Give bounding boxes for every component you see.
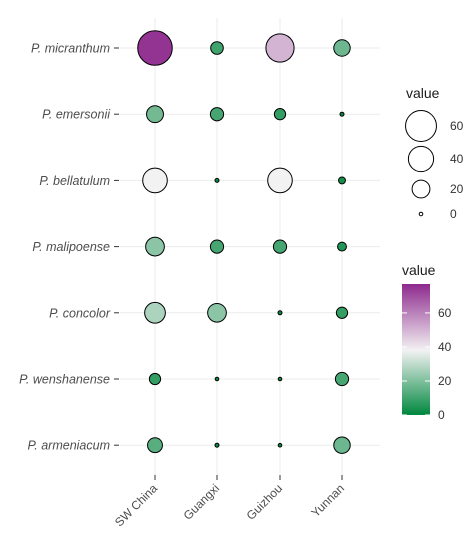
color-legend: value 60 40 20 0 xyxy=(402,262,452,422)
size-legend-label-0: 0 xyxy=(450,207,457,221)
y-axis-labels: P. micranthum P. emersonii P. bellatulum P.… xyxy=(19,42,111,453)
color-legend-label-40: 40 xyxy=(438,340,452,354)
point-p-armeniacum-sw-china xyxy=(147,437,163,454)
size-legend-key-60 xyxy=(405,110,437,142)
point-p-emersonii-yunnan xyxy=(339,111,345,117)
color-bar xyxy=(402,284,430,415)
y-tick-label-p-bellatulum: P. bellatulum xyxy=(39,174,110,188)
point-p-emersonii-guangxi xyxy=(209,107,225,122)
point-p-bellatulum-guangxi xyxy=(214,177,220,183)
size-legend-key-0 xyxy=(418,211,424,217)
size-legend-label-40: 40 xyxy=(450,152,464,166)
point-p-emersonii-guizhou xyxy=(273,108,287,121)
x-tick-label-guizhou: Guizhou xyxy=(244,481,286,523)
point-p-wenshanense-yunnan xyxy=(334,371,350,387)
point-p-malipoense-guizhou xyxy=(272,239,288,254)
point-p-micranthum-guizhou xyxy=(265,33,295,63)
point-p-malipoense-guangxi xyxy=(209,239,225,254)
point-p-concolor-sw-china xyxy=(144,301,166,324)
y-tick-label-p-wenshanense: P. wenshanense xyxy=(19,373,110,387)
point-p-bellatulum-guizhou xyxy=(267,167,293,194)
point-p-micranthum-guangxi xyxy=(210,41,224,55)
point-p-armeniacum-guangxi xyxy=(214,442,220,448)
y-tick-label-p-concolor: P. concolor xyxy=(49,306,111,320)
x-tick-label-sw-china: SW China xyxy=(112,481,160,529)
y-tick-label-p-malipoense: P. malipoense xyxy=(32,240,110,254)
x-tick-label-yunnan: Yunnan xyxy=(308,481,347,520)
point-p-wenshanense-guangxi xyxy=(214,376,220,382)
y-tick-label-p-emersonii: P. emersonii xyxy=(42,108,111,122)
point-p-wenshanense-sw-china xyxy=(148,372,162,386)
point-p-bellatulum-sw-china xyxy=(142,167,168,194)
point-p-micranthum-yunnan xyxy=(333,39,351,57)
point-p-emersonii-sw-china xyxy=(146,105,164,124)
color-legend-ticks: 60 40 20 0 xyxy=(402,306,452,422)
point-p-concolor-yunnan xyxy=(335,306,349,319)
y-tick-label-p-micranthum: P. micranthum xyxy=(31,42,110,56)
point-p-armeniacum-guizhou xyxy=(277,442,283,448)
point-p-malipoense-sw-china xyxy=(145,236,165,257)
color-legend-title: value xyxy=(402,262,436,278)
size-legend-title: value xyxy=(406,85,440,101)
y-tick-label-p-armeniacum: P. armeniacum xyxy=(28,439,110,453)
size-legend-label-60: 60 xyxy=(450,119,464,133)
size-legend-items: 60 40 20 0 xyxy=(405,110,464,221)
size-legend-key-40 xyxy=(407,145,435,173)
point-p-wenshanense-guizhou xyxy=(277,376,283,382)
size-legend: value 60 40 20 0 xyxy=(405,85,464,221)
color-legend-label-0: 0 xyxy=(438,408,445,422)
point-p-concolor-guizhou xyxy=(277,310,283,316)
x-axis-labels: SW China Guangxi Guizhou Yunnan xyxy=(112,481,347,529)
point-p-armeniacum-yunnan xyxy=(333,436,351,454)
point-p-bellatulum-yunnan xyxy=(338,176,346,185)
size-legend-label-20: 20 xyxy=(450,182,464,196)
point-p-concolor-guangxi xyxy=(207,302,227,323)
size-legend-key-20 xyxy=(411,179,431,199)
x-tick-label-guangxi: Guangxi xyxy=(181,481,223,523)
axis-ticks xyxy=(114,47,343,480)
data-points xyxy=(137,30,351,454)
point-p-micranthum-sw-china xyxy=(137,30,173,66)
point-p-malipoense-yunnan xyxy=(337,241,347,252)
color-legend-label-60: 60 xyxy=(438,306,452,320)
color-legend-label-20: 20 xyxy=(438,374,452,388)
